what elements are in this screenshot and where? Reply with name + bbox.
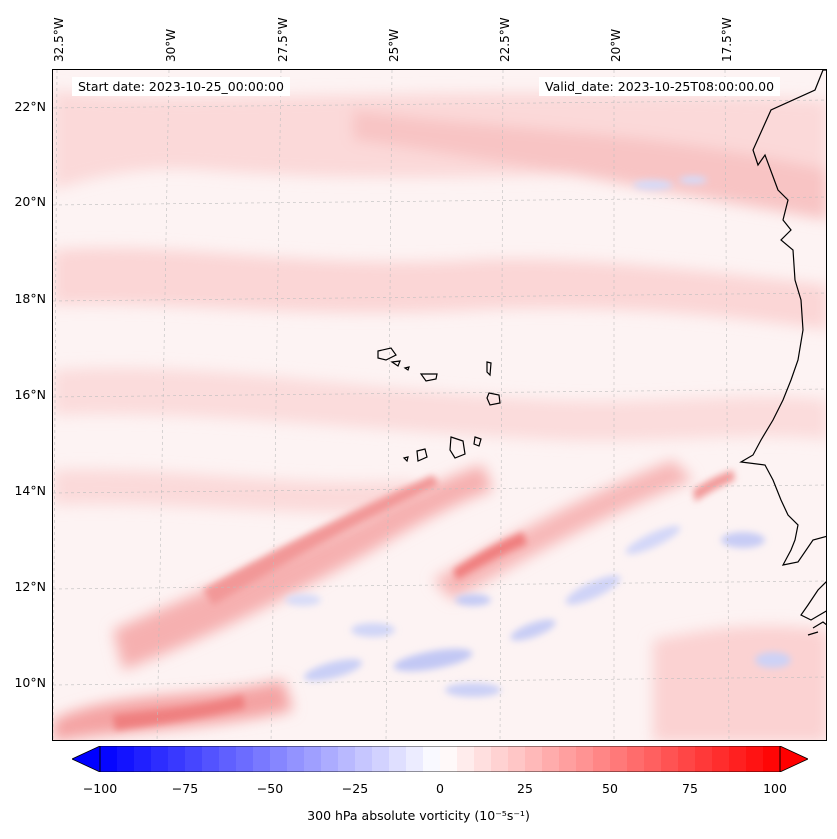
lon-label-32-5w: 32.5°W: [52, 17, 66, 62]
colorbar-tick: −100: [82, 781, 118, 796]
colorbar-tick: 25: [517, 781, 533, 796]
lon-label-20w: 20°W: [609, 28, 623, 62]
colorbar-bin: [423, 746, 441, 772]
colorbar: [72, 746, 808, 772]
lat-label-12n: 12°N: [14, 579, 46, 594]
colorbar-bin: [763, 746, 781, 772]
vorticity-map[interactable]: [52, 69, 827, 741]
colorbar-bin: [627, 746, 645, 772]
lon-label-25w: 25°W: [387, 28, 401, 62]
colorbar-bin: [678, 746, 696, 772]
colorbar-bin: [474, 746, 492, 772]
colorbar-bin: [321, 746, 339, 772]
colorbar-bin: [270, 746, 288, 772]
colorbar-bin: [151, 746, 169, 772]
colorbar-bin: [576, 746, 594, 772]
coastline-bijagos: [807, 621, 826, 636]
colorbar-bin: [355, 746, 373, 772]
colorbar-bin: [219, 746, 237, 772]
colorbar-label: 300 hPa absolute vorticity (10⁻⁵s⁻¹): [307, 808, 530, 823]
colorbar-bin: [185, 746, 203, 772]
lon-label-22-5w: 22.5°W: [498, 17, 512, 62]
colorbar-bin: [525, 746, 543, 772]
colorbar-bin: [457, 746, 475, 772]
colorbar-bin: [729, 746, 747, 772]
start-date-label: Start date: 2023-10-25_00:00:00: [72, 77, 290, 96]
colorbar-bin: [117, 746, 135, 772]
colorbar-bin: [508, 746, 526, 772]
colorbar-tick: −25: [341, 781, 369, 796]
lat-label-22n: 22°N: [14, 99, 46, 114]
coastline-south: [800, 581, 826, 621]
colorbar-bin: [661, 746, 679, 772]
colorbar-bin: [168, 746, 186, 772]
colorbar-bin: [542, 746, 560, 772]
colorbar-bin: [559, 746, 577, 772]
lon-label-17-5w: 17.5°W: [720, 17, 734, 62]
colorbar-tick: 100: [763, 781, 787, 796]
colorbar-bin: [406, 746, 424, 772]
colorbar-bin: [440, 746, 458, 772]
colorbar-bin: [491, 746, 509, 772]
colorbar-tick: 50: [602, 781, 618, 796]
colorbar-outline: [99, 746, 781, 772]
colorbar-tick: −50: [256, 781, 284, 796]
cape-verde-islands: [377, 347, 501, 463]
colorbar-bin: [712, 746, 730, 772]
colorbar-bin: [134, 746, 152, 772]
colorbar-bin: [695, 746, 713, 772]
colorbar-tick: 0: [436, 781, 444, 796]
lat-label-10n: 10°N: [14, 675, 46, 690]
colorbar-bin: [372, 746, 390, 772]
colorbar-bin: [304, 746, 322, 772]
lat-label-20n: 20°N: [14, 194, 46, 209]
lat-label-18n: 18°N: [14, 291, 46, 306]
colorbar-bin: [253, 746, 271, 772]
graticule: [53, 70, 826, 740]
colorbar-tick: −75: [171, 781, 199, 796]
colorbar-bin: [746, 746, 764, 772]
lat-label-14n: 14°N: [14, 483, 46, 498]
african-coastline: [739, 70, 826, 566]
colorbar-bin: [389, 746, 407, 772]
colorbar-bin: [287, 746, 305, 772]
vorticity-field-negative: [285, 176, 791, 697]
lon-label-30w: 30°W: [164, 28, 178, 62]
lat-label-16n: 16°N: [14, 387, 46, 402]
colorbar-bin: [202, 746, 220, 772]
colorbar-tick: 75: [682, 781, 698, 796]
colorbar-bin: [610, 746, 628, 772]
valid-date-label: Valid_date: 2023-10-25T08:00:00.00: [539, 77, 781, 96]
colorbar-max-arrow: [779, 746, 808, 772]
colorbar-bin: [338, 746, 356, 772]
map-canvas: [53, 70, 826, 740]
colorbar-bins: [100, 746, 781, 772]
colorbar-bin: [100, 746, 118, 772]
lon-label-27-5w: 27.5°W: [276, 17, 290, 62]
colorbar-bin: [644, 746, 662, 772]
colorbar-min-arrow: [72, 746, 101, 772]
colorbar-bin: [593, 746, 611, 772]
colorbar-bin: [236, 746, 254, 772]
